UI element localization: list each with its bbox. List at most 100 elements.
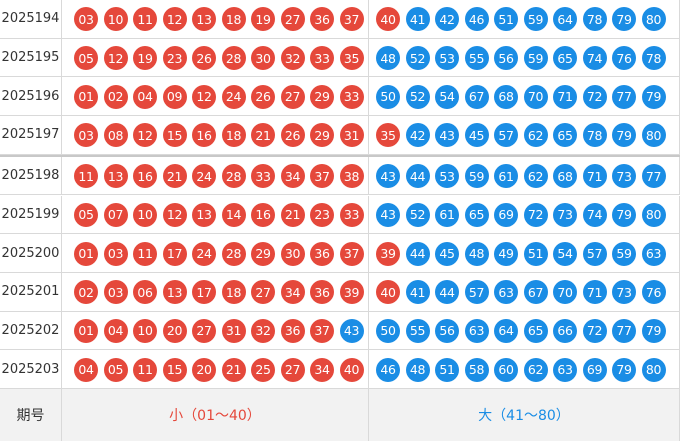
number-ball: 29 <box>310 123 334 148</box>
number-ball: 13 <box>162 280 187 305</box>
number-ball: 18 <box>221 7 246 32</box>
number-ball: 05 <box>74 46 98 71</box>
number-ball: 79 <box>612 7 636 32</box>
number-ball: 77 <box>612 84 636 109</box>
number-ball: 63 <box>641 241 666 266</box>
number-ball: 11 <box>133 7 157 32</box>
number-ball: 77 <box>641 164 666 189</box>
number-ball: 40 <box>376 7 400 32</box>
number-ball: 30 <box>251 46 275 71</box>
number-ball: 31 <box>339 123 364 148</box>
number-ball: 21 <box>162 164 187 189</box>
number-ball: 10 <box>133 318 157 343</box>
number-ball: 37 <box>339 7 364 32</box>
number-ball: 37 <box>310 164 334 189</box>
issue-cell: 2025195 <box>0 38 62 78</box>
number-ball: 09 <box>162 84 187 109</box>
number-ball: 79 <box>612 123 636 148</box>
number-ball: 12 <box>192 84 216 109</box>
number-ball: 50 <box>376 318 400 343</box>
number-ball: 02 <box>103 84 128 109</box>
number-ball: 36 <box>310 241 334 266</box>
number-ball: 34 <box>280 164 305 189</box>
number-ball: 43 <box>376 164 400 189</box>
number-ball: 51 <box>435 357 459 382</box>
number-ball: 76 <box>612 46 636 71</box>
number-ball: 62 <box>523 357 548 382</box>
number-ball: 33 <box>251 164 275 189</box>
number-ball: 48 <box>464 241 489 266</box>
issue-cell: 2025202 <box>0 311 62 351</box>
number-ball: 34 <box>310 357 334 382</box>
number-ball: 16 <box>133 164 157 189</box>
number-ball: 41 <box>405 7 430 32</box>
number-ball: 37 <box>310 318 334 343</box>
number-ball: 44 <box>405 164 430 189</box>
number-ball: 13 <box>192 7 216 32</box>
number-ball: 59 <box>523 46 548 71</box>
number-ball: 13 <box>103 164 128 189</box>
number-ball: 78 <box>582 123 607 148</box>
number-ball: 45 <box>464 123 489 148</box>
number-ball: 28 <box>221 46 246 71</box>
number-ball: 71 <box>582 164 607 189</box>
number-ball: 10 <box>103 7 128 32</box>
number-ball: 03 <box>74 7 98 32</box>
number-ball: 30 <box>280 241 305 266</box>
number-ball: 70 <box>523 84 548 109</box>
number-ball: 78 <box>582 7 607 32</box>
number-ball: 26 <box>280 123 305 148</box>
number-ball: 46 <box>376 357 400 382</box>
issue-cell: 2025199 <box>0 195 62 235</box>
number-ball: 63 <box>494 280 518 305</box>
number-ball: 56 <box>494 46 518 71</box>
number-ball: 27 <box>192 318 216 343</box>
number-ball: 80 <box>641 123 666 148</box>
number-ball: 69 <box>582 357 607 382</box>
number-ball: 25 <box>251 357 275 382</box>
number-ball: 79 <box>641 318 666 343</box>
number-ball: 03 <box>103 280 128 305</box>
footer-small: 小（01～40） <box>62 389 369 441</box>
issue-cell: 2025198 <box>0 156 62 196</box>
number-ball: 62 <box>523 123 548 148</box>
number-ball: 16 <box>192 123 216 148</box>
number-ball: 04 <box>133 84 157 109</box>
number-ball: 44 <box>405 241 430 266</box>
number-ball: 26 <box>192 46 216 71</box>
number-ball: 33 <box>339 202 364 227</box>
number-ball: 26 <box>251 84 275 109</box>
number-ball: 33 <box>339 84 364 109</box>
number-ball: 74 <box>582 46 607 71</box>
number-ball: 07 <box>103 202 128 227</box>
issue-cell: 2025200 <box>0 234 62 273</box>
number-ball: 11 <box>74 164 98 189</box>
number-ball: 01 <box>74 84 98 109</box>
issue-cell: 2025194 <box>0 0 62 39</box>
number-ball: 27 <box>251 280 275 305</box>
number-ball: 59 <box>464 164 489 189</box>
number-ball: 24 <box>192 164 216 189</box>
number-ball: 53 <box>435 164 459 189</box>
number-ball: 42 <box>435 7 459 32</box>
number-ball: 24 <box>192 241 216 266</box>
number-ball: 03 <box>74 123 98 148</box>
number-ball: 70 <box>553 280 577 305</box>
number-ball: 01 <box>74 318 98 343</box>
number-ball: 04 <box>74 357 98 382</box>
number-ball: 20 <box>192 357 216 382</box>
number-ball: 55 <box>405 318 430 343</box>
number-ball: 18 <box>221 123 246 148</box>
number-ball: 55 <box>464 46 489 71</box>
number-ball: 36 <box>310 7 334 32</box>
number-ball: 48 <box>405 357 430 382</box>
number-ball: 19 <box>251 7 275 32</box>
number-ball: 17 <box>192 280 216 305</box>
number-ball: 53 <box>435 46 459 71</box>
number-ball: 10 <box>133 202 157 227</box>
number-ball: 50 <box>376 84 400 109</box>
number-ball: 05 <box>103 357 128 382</box>
number-ball: 23 <box>310 202 334 227</box>
number-ball: 28 <box>221 241 246 266</box>
